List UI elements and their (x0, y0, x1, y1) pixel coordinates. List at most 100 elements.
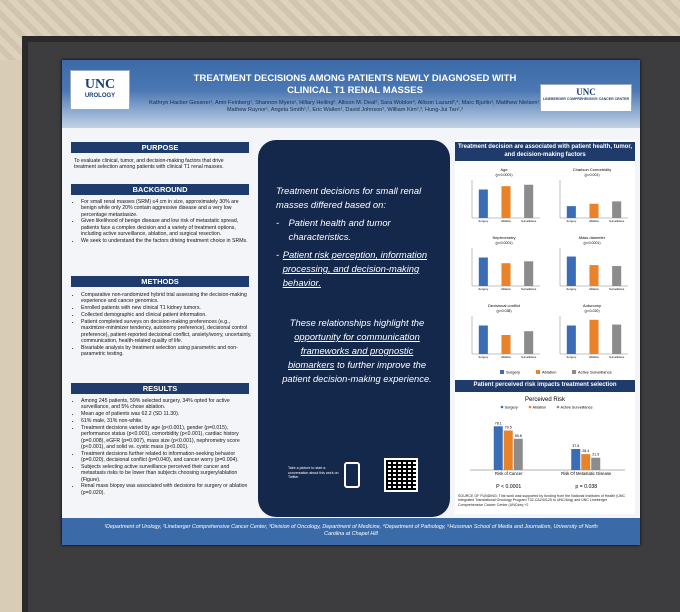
funding: SOURCE OF FUNDING: This work was support… (458, 494, 626, 507)
x-tick-label: Surgery (566, 355, 576, 359)
value-label: 55.8 (515, 434, 522, 438)
x-tick-label: Surgery (478, 287, 488, 291)
x-tick-label: Surveillance (609, 355, 625, 359)
bar (501, 335, 511, 354)
bullet: We seek to understand the the factors dr… (81, 238, 253, 244)
bullet: 61% male, 31% non-white. (81, 418, 253, 424)
bar (478, 325, 488, 354)
page: UNC UROLOGY TREATMENT DECISIONS AMONG PA… (0, 0, 680, 599)
bullet: Treatment decisions further related to i… (81, 451, 253, 464)
chart-title: Charlson Comorbidity (573, 167, 611, 172)
logo-text: UNC (84, 77, 116, 92)
point: - Patient risk perception, information pr… (276, 248, 438, 290)
bullet: Comparative non-randomized hybrid trial … (81, 292, 253, 305)
legend-swatch (500, 370, 504, 374)
footer: ¹Department of Urology, ²Lineberger Comp… (62, 518, 640, 545)
p-value: (p=0.038) (496, 309, 511, 313)
bar (566, 325, 576, 354)
legend-label: Ablation (533, 405, 547, 409)
bullet-list: Among 245 patients, 59% selected surgery… (74, 398, 253, 497)
bar (566, 256, 576, 286)
legend-swatch (572, 370, 576, 374)
p-value: (p=0.020) (584, 309, 599, 313)
value-label: 70.5 (505, 426, 512, 430)
bullet: Bivariable analysis by treatment selecti… (81, 345, 253, 358)
affiliations: ¹Department of Urology, ²Lineberger Comp… (104, 524, 598, 537)
qr-caption: Take a picture to start a conversation a… (288, 466, 339, 479)
legend-label: Active Surveillance (561, 405, 593, 409)
panel-heading: Treatment decision are associated with p… (455, 142, 635, 161)
chart-title: Nephrometry (492, 235, 515, 240)
p-value: P < 0.0001 (496, 484, 521, 490)
legend-label: Ablation (542, 370, 556, 375)
x-tick-label: Surgery (566, 219, 576, 223)
logo-right: UNC LINEBERGER COMPREHENSIVE CANCER CENT… (540, 84, 632, 112)
bar (571, 449, 581, 470)
bullet: Mean age of patients was 62.2 (SD 11.30)… (81, 411, 253, 417)
x-tick-label: Surveillance (609, 219, 625, 223)
bar (612, 201, 622, 218)
chart-title: Decisional conflict (488, 303, 521, 308)
x-tick-label: Surveillance (521, 355, 537, 359)
chart-title: Perceived Risk (525, 397, 566, 403)
conclusion: These relationships highlight the opport… (280, 316, 434, 386)
bullet: Among 245 patients, 59% selected surgery… (81, 398, 253, 411)
value-label: 78.1 (495, 421, 502, 425)
bullet: Treatment decisions varied by age (p<0.0… (81, 425, 253, 450)
bar (524, 261, 534, 286)
value-label: 37.5 (572, 444, 579, 448)
x-tick-label: Ablation (501, 219, 512, 223)
logo-sub: LINEBERGER COMPREHENSIVE CANCER CENTER (543, 97, 629, 101)
conclusion-text: to further improve the patient decision-… (282, 359, 432, 384)
bar (493, 426, 503, 470)
poster-title: TREATMENT DECISIONS AMONG PATIENTS NEWLY… (193, 73, 517, 96)
chart-title: Age (500, 167, 508, 172)
x-tick-label: Risk Of Metastatic Disease (561, 471, 612, 476)
panel-heading: Patient perceived risk impacts treatment… (455, 380, 635, 392)
bar (501, 186, 511, 218)
bullet-list: Comparative non-randomized hybrid trial … (74, 292, 253, 358)
section-heading: RESULTS (71, 383, 249, 394)
point-text: Patient risk perception, information pro… (282, 249, 428, 288)
x-tick-label: Ablation (501, 355, 512, 359)
bar (524, 184, 534, 218)
legend-swatch (536, 370, 540, 374)
bullet: Patient completed surveys on decision-ma… (81, 319, 253, 344)
p-value: (p<0.0001) (495, 173, 512, 177)
legend-swatch (528, 405, 532, 409)
logo-text: UNC (576, 87, 596, 97)
x-tick-label: Surgery (566, 287, 576, 291)
logo-left: UNC UROLOGY (70, 70, 130, 110)
bar (591, 457, 601, 470)
section-heading: METHODS (71, 276, 249, 287)
value-label: 28.4 (582, 449, 589, 453)
chart-title: Mass diameter (579, 235, 606, 240)
authors: Kathryn Hacker Gessner¹, Amir Feinberg¹,… (149, 100, 541, 113)
conclusion-link: opportunity for communication frameworks… (287, 331, 420, 370)
x-tick-label: Ablation (589, 219, 600, 223)
value-label: 21.9 (592, 453, 599, 457)
legend-swatch (500, 405, 504, 409)
x-tick-label: Surveillance (609, 287, 625, 291)
x-tick-label: Surgery (478, 355, 488, 359)
bar (478, 189, 488, 218)
p-value: (p<0.0001) (495, 241, 512, 245)
lead: Treatment decisions for small renal mass… (276, 185, 422, 210)
bar (612, 324, 622, 354)
p-value: (p<0.0001) (583, 241, 600, 245)
bullet: Enrolled patients with new clinical T1 k… (81, 305, 253, 311)
x-tick-label: Ablation (589, 287, 600, 291)
legend-label: Surgery (506, 370, 520, 375)
x-tick-label: Surgery (478, 219, 488, 223)
bar (478, 257, 488, 286)
legend-swatch (556, 405, 560, 409)
chart-title: Autonomy (583, 303, 601, 308)
bullet: Subjects selecting active surveillance p… (81, 464, 253, 483)
bullet-list: For small renal masses (SRM) ≤4 cm in si… (74, 199, 253, 245)
legend-label: Surgery (505, 405, 518, 409)
x-tick-label: Surveillance (521, 219, 537, 223)
bar (581, 454, 591, 470)
p-value: p = 0.038 (575, 484, 597, 490)
purpose-text: To evaluate clinical, tumor, and decisio… (74, 158, 224, 171)
bar (589, 319, 599, 354)
